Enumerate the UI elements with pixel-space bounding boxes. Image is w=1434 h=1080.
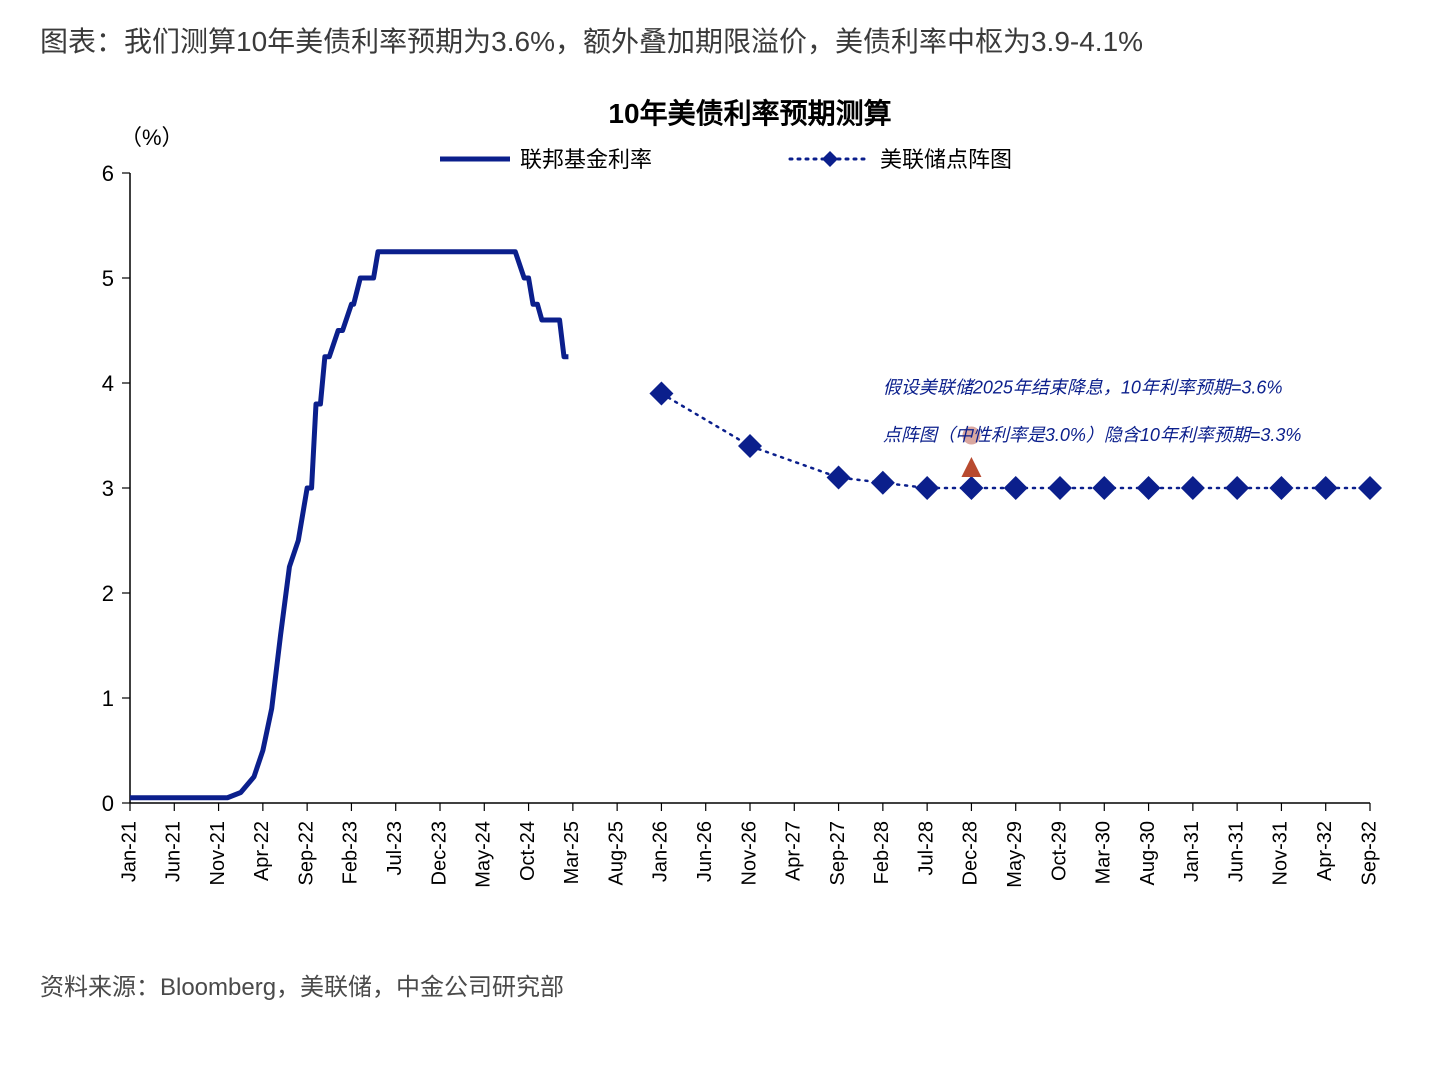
svg-text:Jun-26: Jun-26	[694, 821, 716, 882]
svg-text:2: 2	[102, 581, 114, 606]
svg-text:Nov-26: Nov-26	[738, 821, 760, 885]
svg-text:Jan-31: Jan-31	[1181, 821, 1203, 882]
svg-text:Jan-21: Jan-21	[118, 821, 140, 882]
svg-text:Mar-30: Mar-30	[1093, 821, 1115, 884]
svg-text:美联储点阵图: 美联储点阵图	[880, 147, 1012, 172]
svg-text:Sep-32: Sep-32	[1358, 821, 1380, 886]
svg-text:Oct-24: Oct-24	[517, 821, 539, 881]
svg-text:Jul-28: Jul-28	[915, 821, 937, 875]
svg-text:5: 5	[102, 266, 114, 291]
svg-text:6: 6	[102, 161, 114, 186]
svg-text:Nov-21: Nov-21	[207, 821, 229, 885]
page-root: 图表：我们测算10年美债利率预期为3.6%，额外叠加期限溢价，美债利率中枢为3.…	[0, 0, 1434, 1080]
svg-text:（%）: （%）	[120, 125, 184, 150]
svg-text:Dec-23: Dec-23	[428, 821, 450, 885]
svg-text:Dec-28: Dec-28	[960, 821, 982, 885]
svg-text:Apr-22: Apr-22	[251, 821, 273, 881]
svg-text:Jun-21: Jun-21	[163, 821, 185, 882]
svg-text:Aug-30: Aug-30	[1137, 821, 1159, 886]
svg-text:Mar-25: Mar-25	[561, 821, 583, 884]
svg-text:联邦基金利率: 联邦基金利率	[520, 147, 652, 172]
svg-text:1: 1	[102, 686, 114, 711]
svg-text:Jan-26: Jan-26	[650, 821, 672, 882]
svg-text:10年美债利率预期测算: 10年美债利率预期测算	[608, 97, 891, 129]
figure-caption: 图表：我们测算10年美债利率预期为3.6%，额外叠加期限溢价，美债利率中枢为3.…	[40, 20, 1394, 65]
svg-text:Jun-31: Jun-31	[1225, 821, 1247, 882]
svg-text:Sep-22: Sep-22	[295, 821, 317, 886]
svg-text:May-29: May-29	[1004, 821, 1026, 888]
svg-text:Feb-28: Feb-28	[871, 821, 893, 884]
svg-text:Sep-27: Sep-27	[827, 821, 849, 886]
svg-text:点阵图（中性利率是3.0%）隐含10年利率预期=3.3%: 点阵图（中性利率是3.0%）隐含10年利率预期=3.3%	[883, 425, 1302, 445]
svg-text:Apr-27: Apr-27	[783, 821, 805, 881]
svg-text:Apr-32: Apr-32	[1314, 821, 1336, 881]
svg-text:Aug-25: Aug-25	[605, 821, 627, 886]
svg-text:May-24: May-24	[473, 821, 495, 888]
line-chart: 0 1 2 3 4 5 6 Jan-21 Jun-21 Nov-21 Apr-22 Sep-22 Feb…	[40, 83, 1390, 943]
svg-text:0: 0	[102, 791, 114, 816]
svg-text:Feb-23: Feb-23	[340, 821, 362, 884]
svg-text:Oct-29: Oct-29	[1048, 821, 1070, 881]
chart-container: 0 1 2 3 4 5 6 Jan-21 Jun-21 Nov-21 Apr-22 Sep-22 Feb…	[40, 83, 1390, 943]
svg-text:假设美联储2025年结束降息，10年利率预期=3.6%: 假设美联储2025年结束降息，10年利率预期=3.6%	[883, 377, 1283, 397]
figure-source: 资料来源：Bloomberg，美联储，中金公司研究部	[40, 967, 1394, 1002]
svg-text:Nov-31: Nov-31	[1270, 821, 1292, 885]
svg-text:4: 4	[102, 371, 114, 396]
svg-text:3: 3	[102, 476, 114, 501]
svg-text:Jul-23: Jul-23	[384, 821, 406, 875]
